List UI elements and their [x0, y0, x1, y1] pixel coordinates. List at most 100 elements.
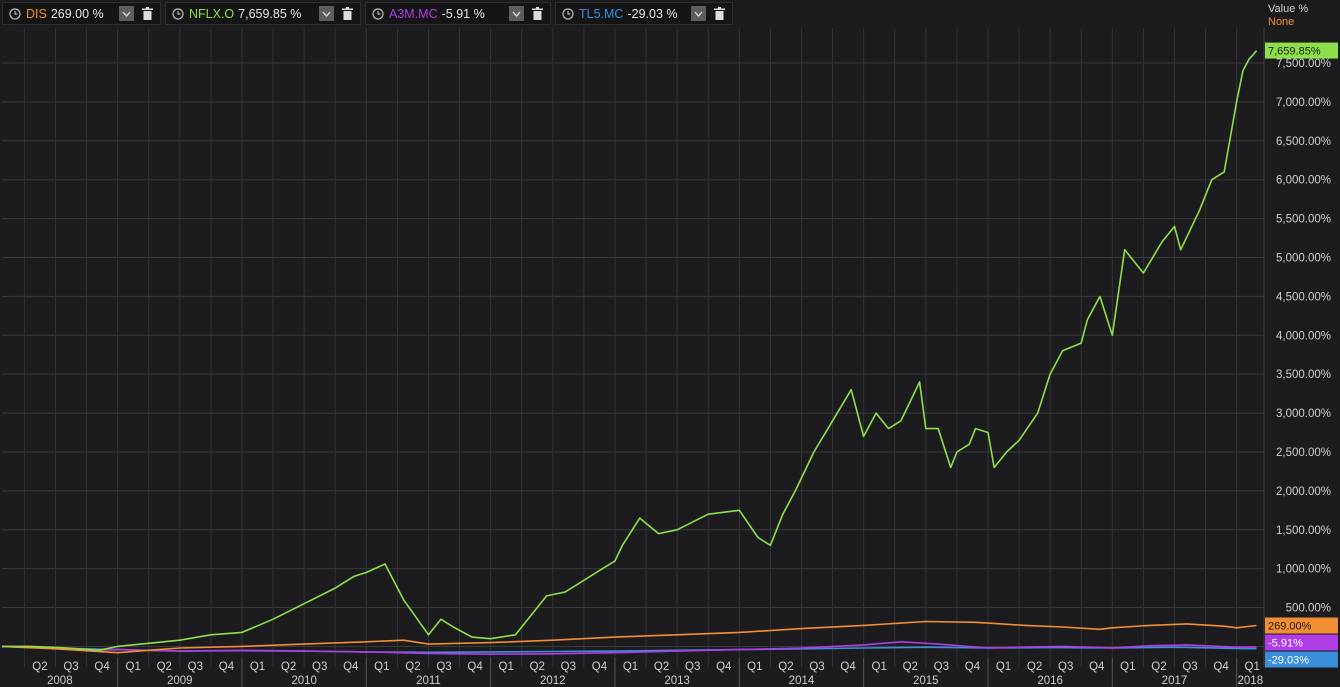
end-value-box [1265, 42, 1338, 59]
x-tick-label: Q2 [903, 661, 918, 673]
axis-header-mode[interactable]: None [1268, 16, 1295, 28]
legend-value: 269.00 % [50, 6, 104, 21]
clock-icon [172, 7, 184, 20]
trash-icon[interactable] [140, 6, 154, 21]
y-tick-label: 7,500.00% [1276, 58, 1331, 70]
x-tick-label: Q3 [188, 661, 203, 673]
x-tick-label: Q1 [996, 661, 1011, 673]
x-tick-label: Q3 [1058, 661, 1073, 673]
end-value-label: -5.91% [1268, 638, 1303, 650]
x-tick-label: Q1 [499, 661, 514, 673]
y-tick-label: 2,500.00% [1276, 447, 1331, 459]
year-label: 2013 [664, 675, 690, 687]
y-tick-label: 5,000.00% [1276, 252, 1331, 264]
y-tick-label: 4,500.00% [1276, 291, 1331, 303]
year-label: 2009 [167, 675, 193, 687]
x-tick-label: Q2 [1151, 661, 1166, 673]
chevron-down-icon[interactable] [509, 6, 524, 21]
year-label: 2010 [291, 675, 317, 687]
legend-chip-nflx[interactable]: NFLX.O 7,659.85 % [165, 2, 361, 25]
x-tick-label: Q1 [1120, 661, 1135, 673]
legend-symbol: DIS [26, 6, 47, 21]
x-tick-label: Q3 [934, 661, 949, 673]
x-tick-label: Q4 [592, 661, 608, 673]
legend-value: -29.03 % [627, 6, 678, 21]
x-tick-label: Q4 [1089, 661, 1105, 673]
legend-value: 7,659.85 % [238, 6, 302, 21]
legend-chip-dis[interactable]: DIS 269.00 % [2, 2, 161, 25]
end-value-box [1265, 651, 1338, 668]
x-tick-label: Q3 [436, 661, 451, 673]
year-label: 2017 [1162, 675, 1188, 687]
year-label: 2008 [47, 675, 73, 687]
legend-bar: DIS 269.00 % NFLX.O 7,659.85 % A3M.MC -5… [0, 0, 733, 27]
y-tick-label: 500.00% [1286, 603, 1331, 615]
legend-chip-tl5[interactable]: TL5.MC -29.03 % [555, 2, 733, 25]
x-tick-label: Q2 [281, 661, 296, 673]
end-value-box [1265, 634, 1338, 651]
series-line-dis [1, 620, 1257, 654]
y-tick-label: 1,500.00% [1276, 525, 1331, 537]
x-tick-label: Q4 [343, 661, 359, 673]
year-label: 2012 [540, 675, 566, 687]
end-value-label: 269.00% [1268, 621, 1312, 633]
x-tick-label: Q4 [1213, 661, 1229, 673]
x-tick-label: Q4 [840, 661, 856, 673]
x-tick-label: Q3 [809, 661, 824, 673]
chevron-down-icon[interactable] [119, 6, 134, 21]
chevron-down-icon[interactable] [691, 6, 706, 21]
x-tick-label: Q4 [716, 661, 732, 673]
legend-chip-a3m[interactable]: A3M.MC -5.91 % [365, 2, 551, 25]
x-tick-label: Q2 [654, 661, 669, 673]
end-value-box [1265, 617, 1338, 634]
x-tick-label: Q1 [872, 661, 887, 673]
x-tick-label: Q4 [965, 661, 981, 673]
y-tick-label: 3,000.00% [1276, 408, 1331, 420]
x-tick-label: Q3 [685, 661, 700, 673]
x-tick-label: Q2 [1027, 661, 1042, 673]
x-tick-label: Q2 [778, 661, 793, 673]
legend-symbol: A3M.MC [389, 6, 438, 21]
year-label: 2014 [789, 675, 815, 687]
clock-icon [9, 7, 21, 20]
x-tick-label: Q2 [32, 661, 47, 673]
x-tick-label: Q1 [374, 661, 389, 673]
year-label: 2011 [416, 675, 441, 687]
series-line-nflx-o [2, 50, 1258, 652]
clock-icon [562, 7, 574, 20]
y-tick-label: 6,000.00% [1276, 175, 1331, 187]
legend-symbol: TL5.MC [579, 6, 624, 21]
y-tick-label: 1,000.00% [1276, 564, 1331, 576]
y-tick-label: 4,000.00% [1276, 330, 1331, 342]
x-tick-label: Q1 [250, 661, 265, 673]
y-tick-label: 5,500.00% [1276, 214, 1331, 226]
x-tick-label: Q1 [1245, 661, 1260, 673]
x-tick-label: Q2 [530, 661, 545, 673]
x-tick-label: Q3 [1182, 661, 1197, 673]
axis-header-title: Value % [1268, 3, 1309, 15]
x-tick-label: Q4 [467, 661, 483, 673]
x-tick-label: Q2 [405, 661, 420, 673]
trash-icon[interactable] [530, 6, 544, 21]
x-tick-label: Q3 [63, 661, 78, 673]
y-tick-label: 7,000.00% [1276, 97, 1331, 109]
trash-icon[interactable] [712, 6, 726, 21]
legend-value: -5.91 % [441, 6, 485, 21]
series-line-a3m-mc [1, 641, 1257, 655]
x-tick-label: Q3 [312, 661, 327, 673]
chevron-down-icon[interactable] [319, 6, 334, 21]
x-tick-label: Q2 [157, 661, 172, 673]
year-label: 2015 [913, 675, 939, 687]
x-tick-label: Q1 [126, 661, 141, 673]
y-tick-label: 3,500.00% [1276, 369, 1331, 381]
end-value-label: 7,659.85% [1268, 46, 1321, 58]
x-tick-label: Q4 [94, 661, 110, 673]
x-tick-label: Q3 [561, 661, 576, 673]
x-tick-label: Q1 [623, 661, 638, 673]
year-label: 2018 [1238, 675, 1264, 687]
year-label: 2016 [1037, 675, 1063, 687]
trash-icon[interactable] [340, 6, 354, 21]
y-tick-label: 2,000.00% [1276, 486, 1331, 498]
